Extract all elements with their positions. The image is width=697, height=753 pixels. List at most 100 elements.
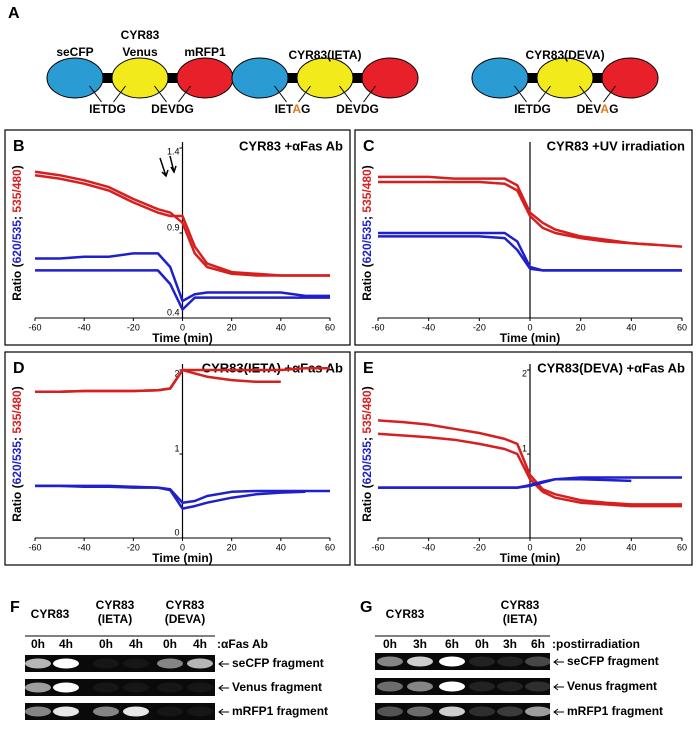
construct-name: CYR83 [121, 28, 160, 42]
panel-letter: F [10, 599, 20, 616]
gel-band [525, 656, 551, 667]
x-tick-label: -20 [127, 322, 140, 332]
band-label: seCFP fragment [232, 656, 324, 670]
y-tick-label: 2 [174, 368, 179, 378]
gel-band [93, 706, 119, 717]
treatment-label: :postirradiation [552, 637, 640, 651]
y-label-part: Ratio ( [360, 263, 374, 300]
lane-label: 0h [31, 637, 45, 651]
x-tick-label: -40 [422, 322, 435, 332]
panel-frame [4, 351, 351, 566]
gel-band [407, 681, 433, 692]
y-axis-label: Ratio (620/535; 535/480) [10, 386, 24, 521]
site-part: A [292, 102, 301, 116]
site-part: IETDG [89, 102, 126, 116]
x-tick-label: -40 [78, 542, 91, 552]
x-tick-label: 60 [677, 322, 687, 332]
site-marker [339, 85, 376, 103]
x-tick-label: 40 [626, 542, 636, 552]
y-axis-label: Ratio (620/535; 535/480) [360, 165, 374, 300]
y-label-part: ; [360, 434, 374, 441]
series-line [378, 180, 657, 247]
site-part: DEV [577, 102, 602, 116]
arrow [218, 660, 229, 668]
gel-band [53, 706, 79, 717]
group-label: CYR83 [31, 607, 70, 621]
gel-band [407, 656, 433, 667]
panel-frame [354, 129, 693, 346]
treatment-label: :αFas Ab [217, 637, 268, 651]
gel-band [497, 681, 523, 692]
gel-band [439, 681, 465, 692]
site-part: IETDG [514, 102, 551, 116]
domain [231, 57, 289, 99]
arrow [553, 708, 564, 716]
y-label-part: ; [10, 434, 24, 441]
lane-label: 4h [129, 637, 143, 651]
y-label-part: 535/480 [360, 390, 374, 434]
domain [361, 57, 419, 99]
x-tick-label: 20 [227, 542, 237, 552]
panel-letter: D [13, 360, 25, 377]
arrow [553, 658, 564, 666]
site-label: IETDG [514, 102, 551, 116]
annotation-arrows [159, 155, 177, 178]
gel-band [157, 682, 183, 693]
x-tick-label: 0 [527, 322, 532, 332]
domain-label: seCFP [56, 45, 93, 59]
gel-band [93, 682, 119, 693]
lane-label: 6h [531, 637, 545, 651]
x-tick-label: 60 [325, 322, 335, 332]
gel-band [407, 706, 433, 717]
gel-band [525, 681, 551, 692]
site-marker [579, 85, 616, 103]
site-part: G [301, 102, 310, 116]
site-part: DEVDG [336, 102, 379, 116]
lane-label: 0h [383, 637, 397, 651]
y-label-part: 620/535 [10, 441, 24, 485]
y-label-part: ) [360, 386, 374, 390]
y-label-part: Ratio ( [360, 484, 374, 521]
gel-band [497, 706, 523, 717]
group-label: (DEVA) [165, 612, 205, 626]
y-label-part: Ratio ( [10, 263, 24, 300]
series-line [35, 367, 330, 394]
x-tick-label: 40 [626, 322, 636, 332]
site-label: IETDG [89, 102, 126, 116]
x-axis-label: Time (min) [500, 551, 560, 565]
band-label: mRFP1 fragment [567, 704, 663, 718]
y-axis-label: Ratio (620/535; 535/480) [10, 165, 24, 300]
arrow [218, 708, 229, 716]
x-tick-label: 40 [276, 542, 286, 552]
domain [601, 57, 659, 99]
panel-letter: A [8, 5, 20, 22]
x-tick-label: -60 [371, 542, 384, 552]
lane-label: 0h [475, 637, 489, 651]
lane-label: 4h [193, 637, 207, 651]
gel-band [187, 658, 213, 669]
y-label-part: 620/535 [360, 220, 374, 264]
y-tick-label: 0 [174, 527, 179, 537]
group-label: CYR83 [96, 598, 135, 612]
gel-band [157, 706, 183, 717]
site-label: DEVDG [151, 102, 194, 116]
gel-band [377, 706, 403, 717]
x-tick-label: 60 [677, 542, 687, 552]
domain [296, 57, 354, 99]
band-label: seCFP fragment [567, 654, 659, 668]
gel-band [469, 656, 495, 667]
y-label-part: ; [10, 213, 24, 220]
y-tick-label: 1 [174, 443, 179, 453]
domain [536, 57, 594, 99]
x-tick-label: 20 [576, 322, 586, 332]
chart-title: CYR83(DEVA) +αFas Ab [537, 360, 685, 375]
construct-name: CYR83(IETA) [288, 48, 361, 62]
x-tick-label: 20 [227, 322, 237, 332]
domain [46, 57, 104, 99]
gel-band [25, 658, 51, 669]
gel-band [377, 681, 403, 692]
x-tick-label: 0 [527, 542, 532, 552]
site-part: A [600, 102, 609, 116]
x-axis-label: Time (min) [152, 551, 212, 565]
x-tick-label: -60 [28, 542, 41, 552]
